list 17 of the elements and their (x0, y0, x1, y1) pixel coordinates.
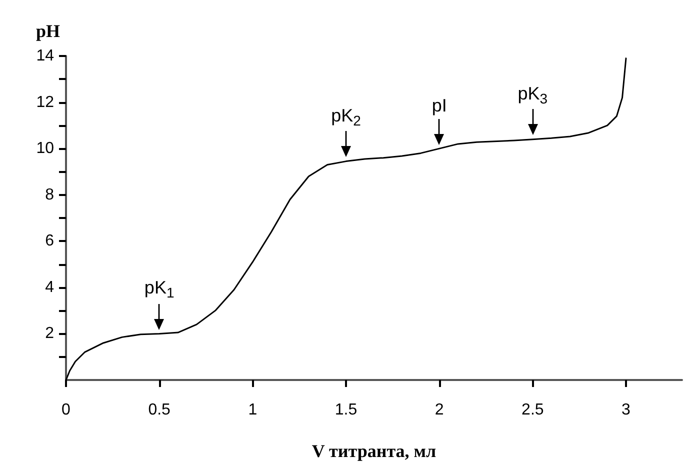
y-tick-label: 6 (45, 232, 54, 250)
y-tick-label: 4 (45, 278, 54, 296)
x-tick-label: 0.5 (148, 402, 171, 418)
x-tick-label: 2.5 (522, 402, 544, 418)
x-axis-title: V титранта, мл (312, 441, 436, 461)
y-axis-title: pH (36, 21, 60, 41)
y-tick-label: 2 (45, 325, 54, 342)
annotation: pI (432, 96, 447, 116)
x-tick-label: 1.5 (334, 402, 358, 418)
x-tick-label: 0 (62, 402, 71, 418)
x-tick-label: 2 (434, 402, 444, 418)
y-tick-label: 10 (36, 140, 54, 158)
x-tick-label: 3 (622, 402, 631, 418)
y-tick-label: 14 (36, 48, 54, 64)
y-tick-label: 8 (45, 186, 54, 204)
y-tick-label: 12 (36, 94, 54, 111)
x-tick-label: 1 (248, 402, 258, 418)
